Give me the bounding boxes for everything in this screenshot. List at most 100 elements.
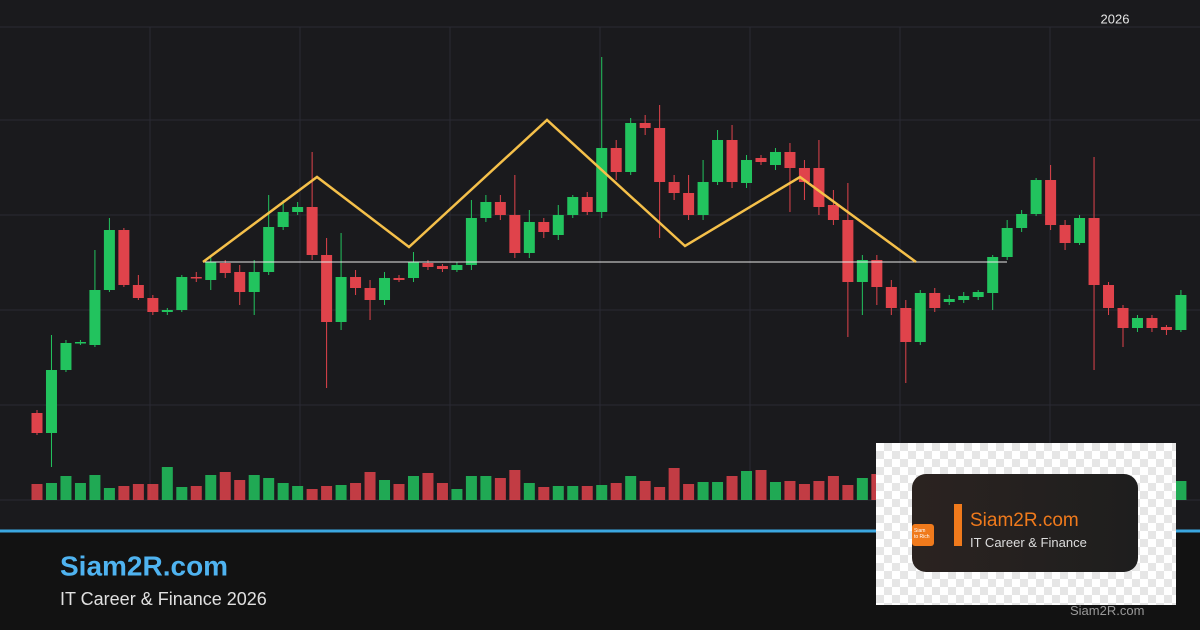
- candle-body: [350, 277, 362, 288]
- candle-body: [205, 262, 217, 280]
- volume-bar: [639, 481, 651, 500]
- volume-bar: [712, 482, 724, 500]
- volume-bar: [596, 485, 608, 500]
- volume-bar: [205, 475, 217, 500]
- candle-body: [654, 128, 666, 182]
- logo-card: Siam2R.com IT Career & Finance Siam to Ri…: [876, 443, 1176, 605]
- volume-bar: [393, 484, 405, 500]
- candle-body: [422, 263, 434, 267]
- candle-body: [248, 272, 260, 292]
- volume-bar: [190, 486, 202, 500]
- volume-bar: [509, 470, 521, 500]
- volume-bar: [176, 487, 188, 500]
- candle-body: [1059, 225, 1071, 243]
- candle-body: [914, 293, 926, 342]
- candle-body: [639, 123, 651, 128]
- candle-body: [929, 293, 941, 308]
- volume-bar: [292, 486, 304, 500]
- candle-body: [321, 255, 333, 322]
- candle-body: [668, 182, 680, 193]
- volume-bar: [842, 485, 854, 500]
- volume-bar: [219, 472, 231, 500]
- volume-bar: [567, 486, 579, 500]
- candle-body: [1117, 308, 1129, 328]
- volume-bar: [89, 475, 101, 500]
- volume-bar: [364, 472, 376, 500]
- volume-bar: [350, 483, 362, 500]
- candle-body: [596, 148, 608, 212]
- candle-body: [335, 277, 347, 322]
- logo-panel: Siam2R.com IT Career & Finance: [912, 474, 1138, 572]
- volume-bar: [769, 482, 781, 500]
- candle-body: [1030, 180, 1042, 214]
- watermark: Siam2R.com: [1070, 603, 1145, 618]
- volume-bar: [755, 470, 767, 500]
- candle-body: [509, 215, 521, 253]
- candle-body: [987, 257, 999, 293]
- candle-body: [784, 152, 796, 168]
- candle-body: [89, 290, 101, 345]
- volume-bar: [856, 478, 868, 500]
- volume-bar: [379, 480, 391, 500]
- logo-bar: [954, 504, 962, 546]
- volume-bar: [422, 473, 434, 500]
- candle-body: [292, 207, 304, 212]
- candle-body: [1016, 214, 1028, 228]
- volume-bar: [668, 468, 680, 500]
- candle-body: [842, 220, 854, 282]
- head-and-shoulders: [202, 118, 917, 264]
- candle-body: [741, 160, 753, 183]
- candle-body: [451, 265, 463, 270]
- volume-bar: [654, 487, 666, 500]
- candle-body: [552, 215, 564, 235]
- candle-body: [813, 168, 825, 207]
- candle-body: [1146, 318, 1158, 328]
- candle-body: [161, 310, 173, 312]
- candle-body: [1160, 327, 1172, 330]
- volume-bar: [31, 484, 43, 500]
- candle-body: [436, 266, 448, 269]
- candle-body: [219, 263, 231, 273]
- volume-bar: [277, 483, 289, 500]
- volume-bar: [248, 475, 260, 500]
- grid: [0, 26, 1200, 501]
- candle-body: [1175, 295, 1187, 330]
- volume-bar: [1175, 481, 1187, 500]
- volume-bar: [436, 483, 448, 500]
- candle-body: [465, 218, 477, 265]
- volume-bar: [45, 483, 57, 500]
- volume-bar: [581, 486, 593, 500]
- volume-bar: [610, 483, 622, 500]
- candle-body: [755, 158, 767, 162]
- logo-tagline: IT Career & Finance: [970, 535, 1087, 550]
- brand-tagline: IT Career & Finance 2026: [60, 589, 267, 609]
- candle-body: [610, 148, 622, 172]
- candle-body: [60, 343, 72, 370]
- candle-body: [277, 212, 289, 227]
- candle-body: [625, 123, 637, 172]
- volume-bar: [321, 486, 333, 500]
- candle-body: [132, 285, 144, 298]
- volume-bar: [234, 480, 246, 500]
- candle-body: [697, 182, 709, 215]
- candle-body: [798, 168, 810, 182]
- volume-bar: [683, 484, 695, 500]
- volume-bar: [263, 478, 275, 500]
- brand-name: Siam2R.com: [60, 550, 228, 581]
- volume-bar: [335, 485, 347, 500]
- year: 2026: [1101, 11, 1130, 26]
- candle-body: [972, 292, 984, 297]
- volume-bar: [697, 482, 709, 500]
- candle-body: [683, 193, 695, 215]
- volume-bar: [827, 476, 839, 500]
- volume-bar: [306, 489, 318, 500]
- candle-body: [712, 140, 724, 182]
- candle-body: [958, 296, 970, 300]
- volume-bar: [726, 476, 738, 500]
- volume-bar: [538, 487, 550, 500]
- candle-body: [1001, 228, 1013, 257]
- badge-bottom: to Rich: [914, 534, 930, 540]
- volume-bar: [118, 486, 130, 500]
- candle-body: [494, 202, 506, 215]
